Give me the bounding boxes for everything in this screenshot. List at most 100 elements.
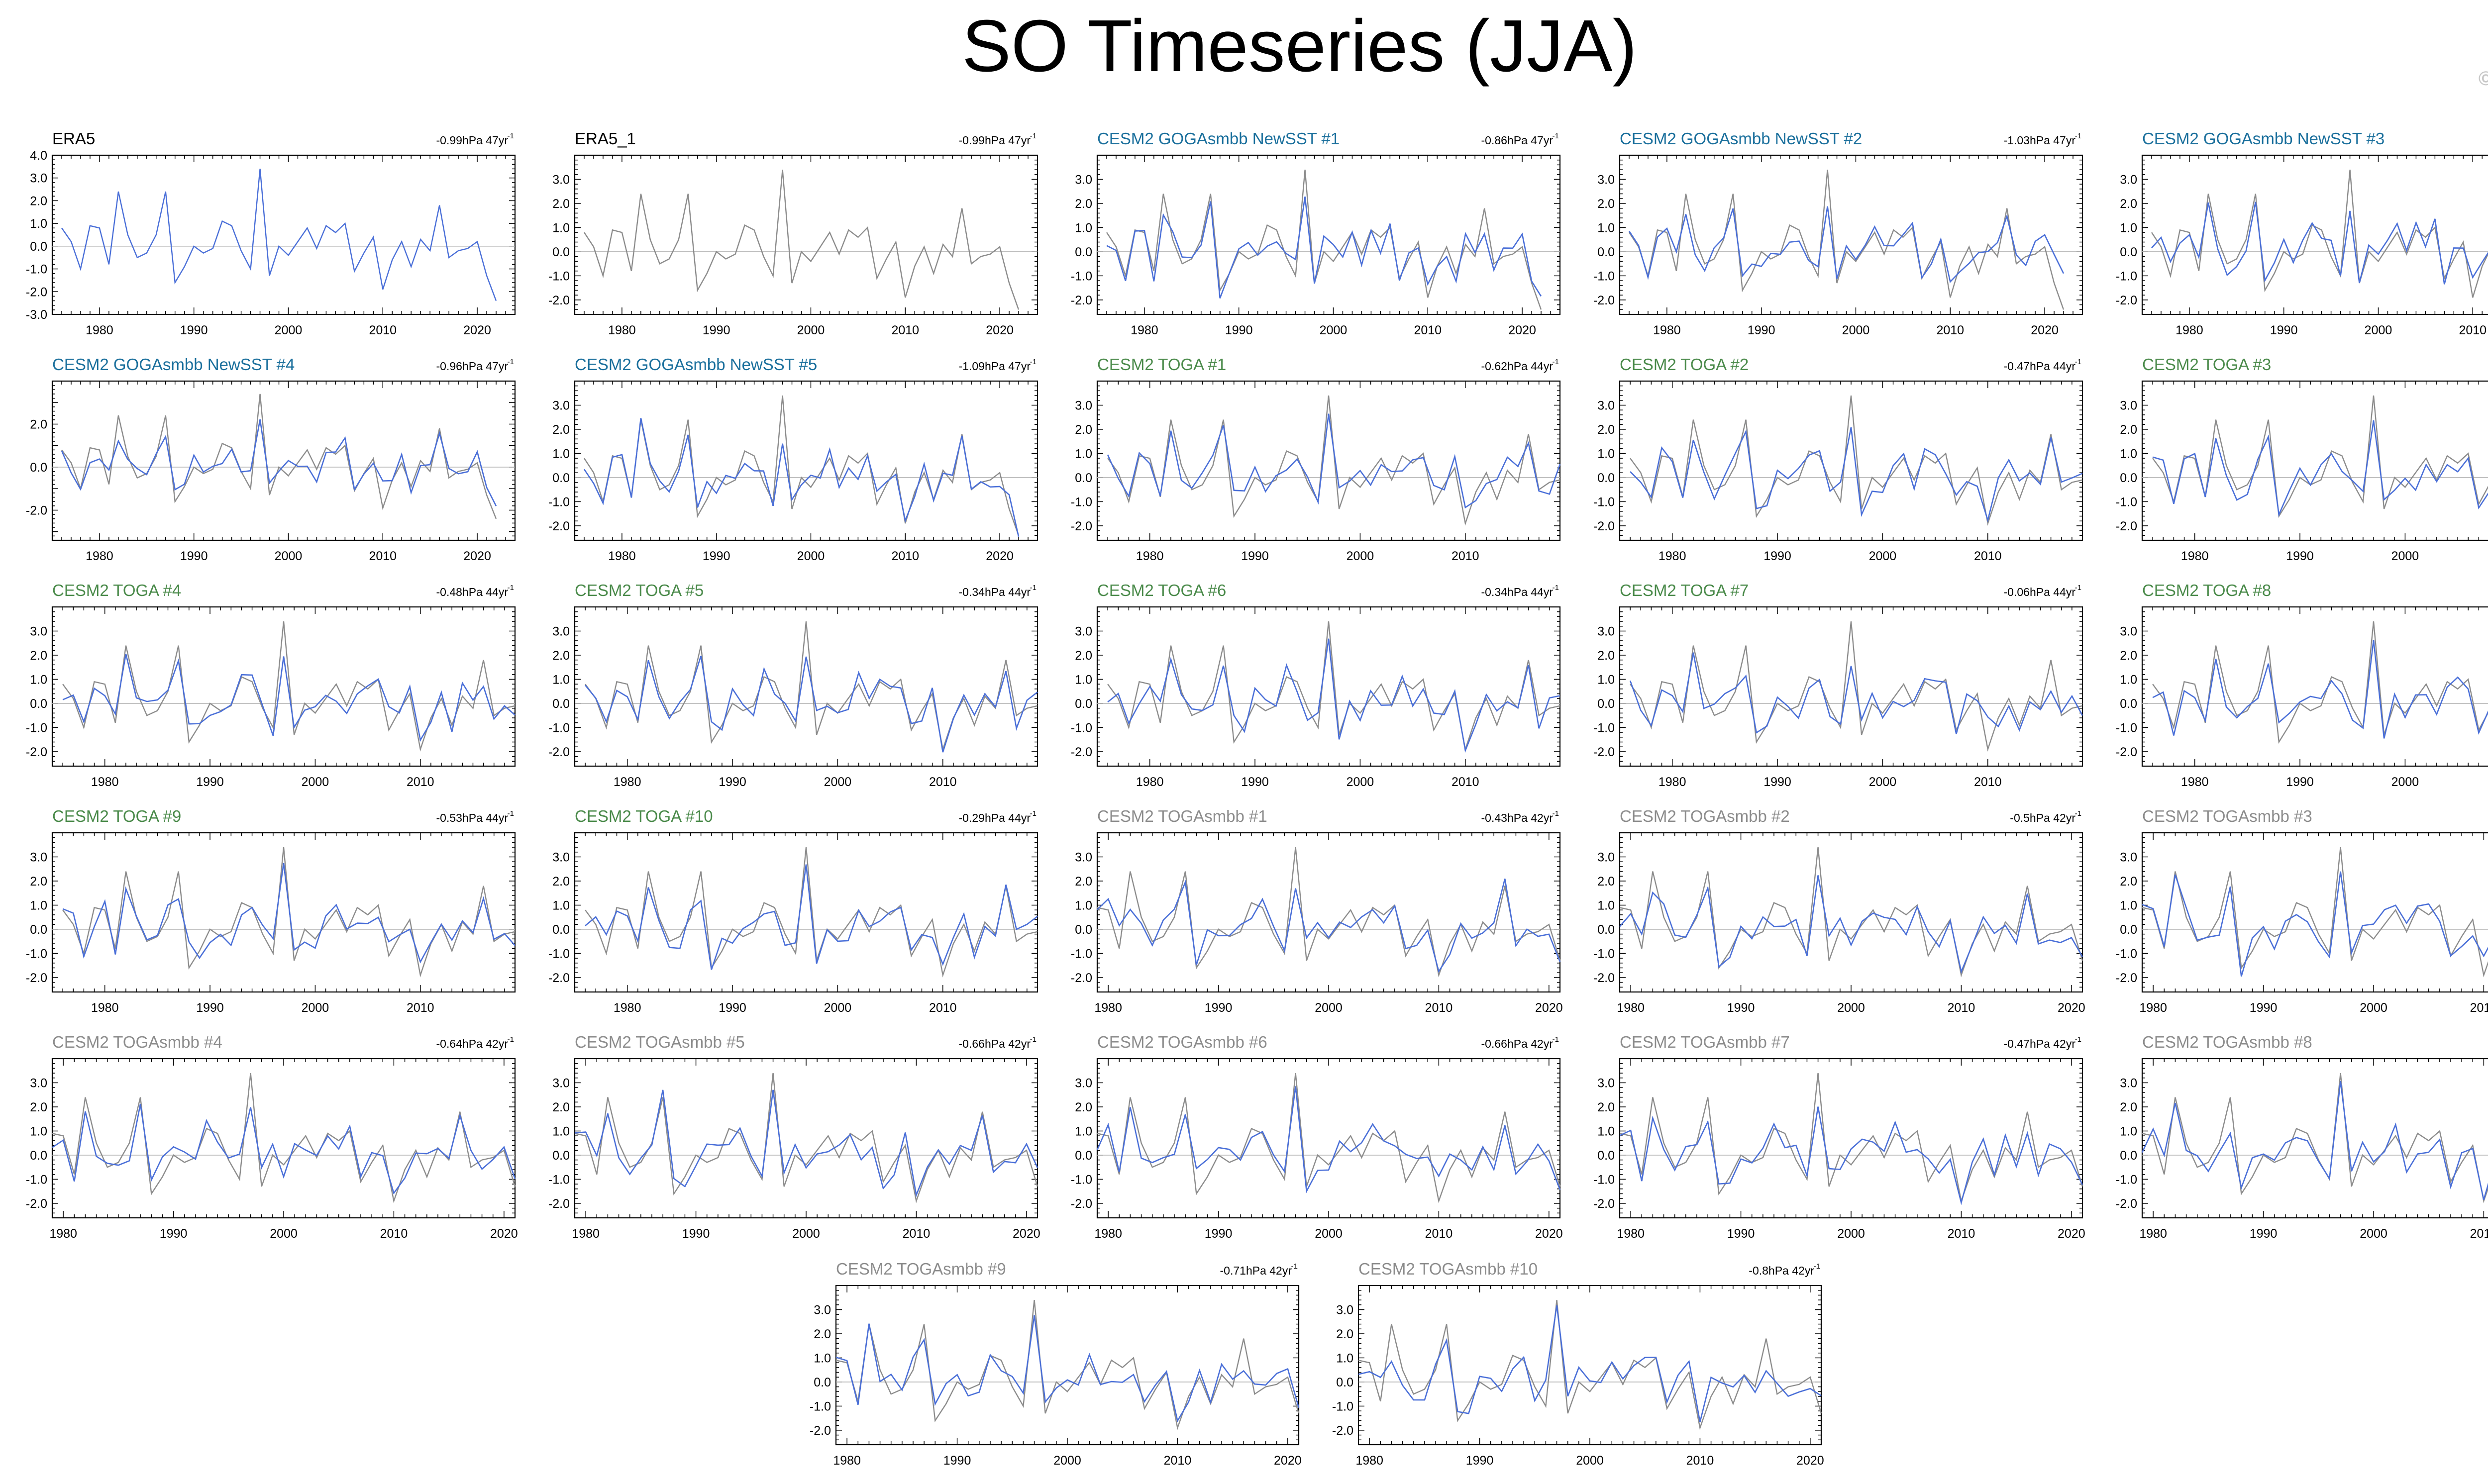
y-tick-label: 0.0 xyxy=(1597,471,1615,485)
model-series-line xyxy=(61,419,497,506)
y-tick-label: 1.0 xyxy=(1075,447,1092,461)
panel-trend: -0.34hPa 44yr xyxy=(959,586,1031,598)
x-tick-label: 2000 xyxy=(302,1001,329,1015)
y-tick-label: 1.0 xyxy=(2120,898,2137,912)
panel-trend: -0.86hPa 47yr xyxy=(1481,134,1554,147)
panel-title: CESM2 TOGAsmbb #9 xyxy=(836,1260,1006,1278)
panel-9: 1980 1990 2000 2010 3.0 2.0 1.0 0.0 -1.0 -2.0 CESM… xyxy=(1593,355,2083,563)
y-tick-label: -2.0 xyxy=(1071,519,1092,533)
x-tick-label: 1980 xyxy=(2176,323,2203,337)
y-tick-label: 2.0 xyxy=(552,423,570,437)
panel-trend: -0.53hPa 44yr xyxy=(436,811,509,824)
panel-title: ERA5 xyxy=(52,129,95,148)
panel-frame xyxy=(51,154,516,315)
y-tick-label: -2.0 xyxy=(548,294,570,307)
y-tick-label: -2.0 xyxy=(1593,294,1615,307)
x-tick-label: 2020 xyxy=(490,1227,518,1241)
y-tick-label: 1.0 xyxy=(1336,1351,1353,1365)
y-tick-label: 1.0 xyxy=(30,898,47,912)
x-tick-label: 1990 xyxy=(2250,1001,2278,1015)
model-series-line xyxy=(1628,206,2065,284)
y-tick-label: 0.0 xyxy=(2120,1149,2137,1163)
x-tick-label: 1980 xyxy=(2181,775,2209,789)
y-tick-label: 3.0 xyxy=(552,1076,570,1090)
x-tick-label: 2010 xyxy=(1164,1454,1192,1468)
obs-series-line xyxy=(835,1299,1300,1430)
panel-title: CESM2 TOGAsmbb #10 xyxy=(1358,1260,1538,1278)
model-series-line xyxy=(62,654,516,742)
y-tick-label: 3.0 xyxy=(1597,1076,1615,1090)
obs-series-line xyxy=(52,1073,516,1203)
model-series-line xyxy=(62,863,516,964)
panel-26: 1980 1990 2000 2010 2020 3.0 2.0 1.0 0.0 -1.0 -2.0… xyxy=(810,1260,1302,1468)
y-tick-label: 2.0 xyxy=(1075,423,1092,437)
trend-exponent: -1 xyxy=(1030,809,1037,818)
panel-21: 1980 1990 2000 2010 2020 3.0 2.0 1.0 0.0 -1.0 -2.0… xyxy=(26,1033,518,1241)
obs-series-line xyxy=(1358,1299,1822,1430)
x-tick-label: 2000 xyxy=(1320,323,1348,337)
y-tick-label: 3.0 xyxy=(30,624,47,638)
obs-series-line xyxy=(1619,847,2083,978)
x-tick-label: 1990 xyxy=(1241,775,1269,789)
x-tick-label: 2010 xyxy=(1414,323,1442,337)
x-tick-label: 1990 xyxy=(1241,549,1269,563)
y-tick-label: -2.0 xyxy=(1332,1424,1353,1438)
panel-frame xyxy=(1619,154,2083,315)
y-tick-label: 0.0 xyxy=(1597,245,1615,259)
model-series-line xyxy=(2141,1081,2488,1200)
trend-exponent: -1 xyxy=(1030,132,1037,140)
x-tick-label: 2000 xyxy=(2391,549,2419,563)
y-tick-label: 2.0 xyxy=(1597,423,1615,437)
panel-19: 1980 1990 2000 2010 2020 3.0 2.0 1.0 0.0 -1.0 -2.0… xyxy=(1593,807,2085,1015)
y-tick-label: -2.0 xyxy=(1071,745,1092,759)
x-tick-label: 1980 xyxy=(2139,1227,2167,1241)
panel-13: 1980 1990 2000 2010 3.0 2.0 1.0 0.0 -1.0 -2.0 CESM… xyxy=(1071,581,1561,789)
x-tick-label: 1990 xyxy=(1466,1454,1494,1468)
panel-frame xyxy=(1619,1058,2083,1219)
panel-24: 1980 1990 2000 2010 2020 3.0 2.0 1.0 0.0 -1.0 -2.0… xyxy=(1593,1033,2085,1241)
panel-6: 1980 1990 2000 2010 2020 2.0 0.0 -2.0 CESM2 GOGA… xyxy=(26,355,516,563)
model-series-line xyxy=(1107,638,1560,753)
panel-title: CESM2 TOGAsmbb #1 xyxy=(1097,807,1267,825)
y-tick-label: -2.0 xyxy=(1071,1197,1092,1211)
y-tick-label: 0.0 xyxy=(1597,1149,1615,1163)
y-tick-label: 2.0 xyxy=(30,194,47,208)
x-tick-label: 1980 xyxy=(1136,549,1164,563)
x-tick-label: 1980 xyxy=(1653,323,1681,337)
x-tick-label: 2000 xyxy=(270,1227,298,1241)
y-tick-label: -2.0 xyxy=(26,503,47,517)
panel-frame xyxy=(1096,154,1561,315)
panel-frame xyxy=(51,380,516,541)
model-series-line xyxy=(585,656,1038,753)
model-series-line xyxy=(1106,197,1542,298)
y-tick-label: 2.0 xyxy=(2120,875,2137,889)
x-tick-label: 2000 xyxy=(302,775,329,789)
y-tick-label: -2.0 xyxy=(2116,1197,2137,1211)
trend-exponent: -1 xyxy=(508,358,514,366)
x-tick-label: 2000 xyxy=(1315,1227,1343,1241)
model-series-line xyxy=(1358,1305,1822,1422)
panel-trend: -0.47hPa 44yr xyxy=(2004,360,2076,373)
y-tick-label: 1.0 xyxy=(30,217,47,231)
y-tick-label: 1.0 xyxy=(1075,221,1092,235)
y-tick-label: -1.0 xyxy=(1071,269,1092,283)
panel-title: CESM2 TOGA #9 xyxy=(52,807,181,825)
obs-series-line xyxy=(2142,1073,2488,1203)
x-tick-label: 2000 xyxy=(2391,775,2419,789)
panel-1: 1980 1990 2000 2010 2020 4.0 3.0 2.0 1.0 0.0 -1.0 -… xyxy=(26,129,516,337)
panel-title: CESM2 TOGA #3 xyxy=(2142,355,2271,374)
panel-title: CESM2 GOGAsmbb NewSST #5 xyxy=(575,355,817,374)
y-tick-label: -2.0 xyxy=(548,1197,570,1211)
x-tick-label: 1990 xyxy=(180,549,208,563)
y-tick-label: -1.0 xyxy=(26,721,47,735)
panel-trend: -0.5hPa 42yr xyxy=(2010,811,2075,824)
y-tick-label: 2.0 xyxy=(2120,1100,2137,1114)
y-tick-label: 3.0 xyxy=(1075,624,1092,638)
x-tick-label: 1990 xyxy=(1763,775,1791,789)
model-series-line xyxy=(585,864,1038,970)
y-tick-label: 3.0 xyxy=(1075,173,1092,187)
panel-title: CESM2 TOGA #10 xyxy=(575,807,713,825)
x-tick-label: 1990 xyxy=(1727,1001,1755,1015)
trend-exponent: -1 xyxy=(2075,358,2081,366)
panel-trend: -0.48hPa 44yr xyxy=(436,586,509,598)
